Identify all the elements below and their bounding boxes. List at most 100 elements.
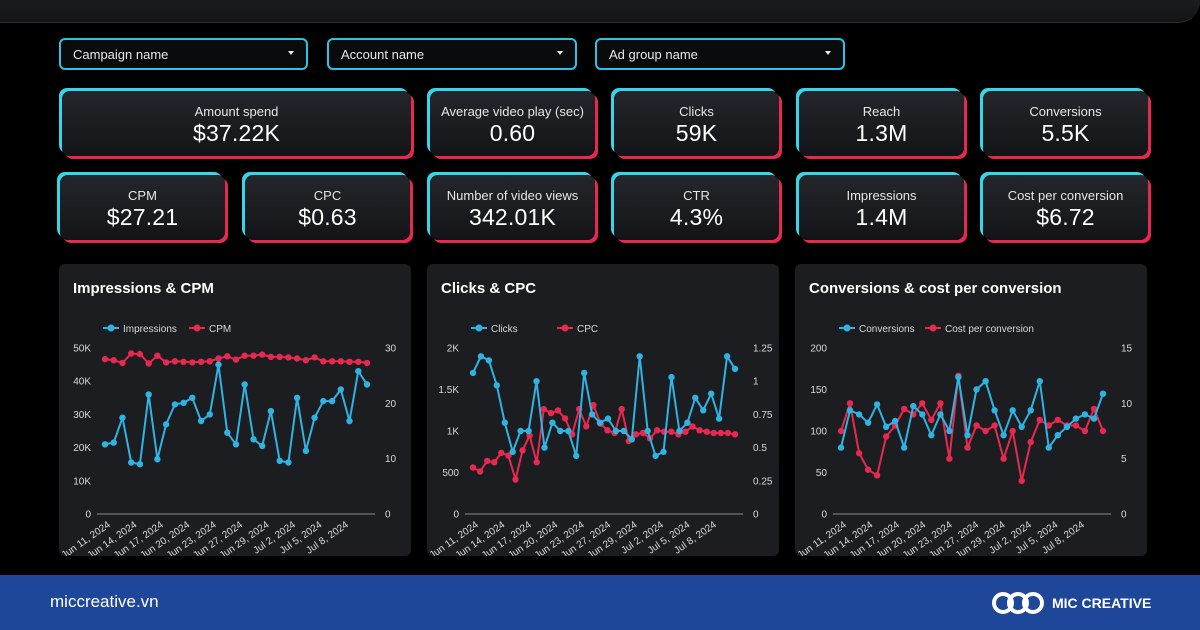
data-point[interactable]	[215, 355, 222, 362]
data-point[interactable]	[864, 466, 872, 473]
data-point[interactable]	[320, 397, 327, 405]
data-point[interactable]	[145, 391, 152, 398]
data-point[interactable]	[689, 423, 696, 430]
data-point[interactable]	[973, 422, 980, 429]
data-point[interactable]	[1000, 432, 1007, 439]
data-point[interactable]	[660, 448, 667, 455]
data-point[interactable]	[964, 432, 971, 439]
data-point[interactable]	[620, 427, 627, 435]
data-point[interactable]	[197, 417, 205, 425]
campaign-name-filter[interactable]: Campaign name	[59, 38, 308, 70]
data-point[interactable]	[1072, 422, 1080, 429]
data-point[interactable]	[101, 355, 109, 363]
data-point[interactable]	[128, 459, 135, 466]
data-point[interactable]	[557, 427, 564, 435]
data-point[interactable]	[189, 359, 196, 366]
data-point[interactable]	[973, 386, 980, 393]
data-point[interactable]	[276, 353, 283, 361]
data-point[interactable]	[509, 448, 516, 455]
data-point[interactable]	[1090, 405, 1098, 413]
data-point[interactable]	[525, 427, 532, 435]
data-point[interactable]	[505, 452, 512, 459]
data-point[interactable]	[639, 429, 647, 437]
data-point[interactable]	[676, 427, 683, 435]
data-point[interactable]	[501, 419, 508, 426]
data-point[interactable]	[293, 355, 301, 362]
data-point[interactable]	[668, 428, 675, 435]
data-point[interactable]	[224, 353, 231, 360]
data-point[interactable]	[652, 452, 659, 460]
data-point[interactable]	[136, 461, 144, 468]
data-point[interactable]	[517, 427, 524, 435]
data-point[interactable]	[145, 360, 152, 367]
data-point[interactable]	[469, 464, 477, 471]
data-point[interactable]	[855, 449, 863, 457]
data-point[interactable]	[873, 472, 881, 479]
data-point[interactable]	[561, 415, 569, 422]
data-point[interactable]	[533, 459, 540, 466]
data-point[interactable]	[128, 350, 135, 357]
data-point[interactable]	[846, 407, 854, 414]
data-point[interactable]	[267, 407, 275, 415]
data-point[interactable]	[232, 441, 240, 448]
data-point[interactable]	[154, 456, 161, 463]
data-point[interactable]	[232, 356, 240, 363]
data-point[interactable]	[1099, 390, 1107, 397]
data-point[interactable]	[653, 427, 661, 434]
data-point[interactable]	[493, 382, 500, 389]
data-point[interactable]	[136, 350, 144, 358]
data-point[interactable]	[1045, 444, 1052, 451]
data-point[interactable]	[224, 429, 231, 436]
data-point[interactable]	[864, 419, 872, 426]
data-point[interactable]	[928, 432, 935, 439]
data-point[interactable]	[937, 400, 944, 407]
data-point[interactable]	[731, 431, 739, 438]
data-point[interactable]	[162, 359, 170, 366]
data-point[interactable]	[180, 399, 187, 406]
data-point[interactable]	[276, 457, 283, 465]
data-point[interactable]	[573, 452, 580, 460]
data-point[interactable]	[565, 427, 572, 435]
data-point[interactable]	[668, 373, 675, 381]
data-point[interactable]	[723, 353, 731, 360]
data-point[interactable]	[554, 407, 562, 414]
data-point[interactable]	[1036, 378, 1043, 385]
data-point[interactable]	[484, 457, 491, 465]
data-point[interactable]	[363, 359, 371, 367]
account-name-filter[interactable]: Account name	[327, 38, 577, 70]
data-point[interactable]	[731, 365, 739, 372]
data-point[interactable]	[618, 405, 625, 413]
data-point[interactable]	[1090, 415, 1098, 422]
data-point[interactable]	[708, 390, 715, 397]
data-point[interactable]	[1018, 423, 1025, 430]
data-point[interactable]	[267, 353, 275, 361]
data-point[interactable]	[684, 419, 691, 426]
data-point[interactable]	[162, 421, 170, 428]
data-point[interactable]	[541, 444, 548, 451]
data-point[interactable]	[110, 357, 117, 364]
data-point[interactable]	[636, 353, 643, 360]
data-point[interactable]	[363, 381, 371, 388]
data-point[interactable]	[311, 414, 318, 421]
data-point[interactable]	[910, 402, 917, 410]
data-point[interactable]	[512, 476, 519, 483]
data-point[interactable]	[628, 436, 635, 443]
data-point[interactable]	[549, 419, 556, 426]
data-point[interactable]	[892, 417, 899, 425]
data-point[interactable]	[519, 447, 526, 454]
data-point[interactable]	[285, 459, 292, 466]
data-point[interactable]	[724, 429, 732, 437]
data-point[interactable]	[855, 411, 863, 418]
data-point[interactable]	[328, 358, 336, 365]
data-point[interactable]	[873, 401, 881, 408]
data-point[interactable]	[346, 417, 353, 425]
data-point[interactable]	[846, 400, 854, 407]
data-point[interactable]	[293, 394, 301, 401]
data-point[interactable]	[337, 386, 344, 393]
data-point[interactable]	[241, 381, 248, 388]
data-point[interactable]	[250, 436, 257, 443]
data-point[interactable]	[171, 401, 179, 408]
data-point[interactable]	[583, 423, 590, 430]
data-point[interactable]	[302, 447, 310, 455]
data-point[interactable]	[581, 369, 588, 377]
